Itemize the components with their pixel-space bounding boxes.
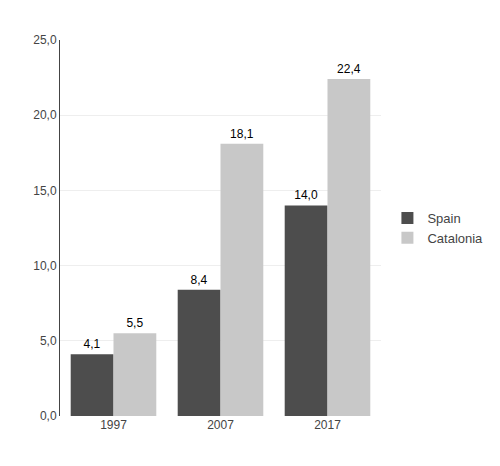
svg-text:Spain: Spain — [427, 211, 460, 226]
svg-text:14,0: 14,0 — [294, 188, 318, 202]
svg-text:2007: 2007 — [207, 418, 234, 432]
svg-text:4,1: 4,1 — [84, 337, 101, 351]
svg-text:22,4: 22,4 — [337, 62, 361, 76]
svg-text:5,0: 5,0 — [40, 334, 57, 348]
svg-text:8,4: 8,4 — [191, 273, 208, 287]
svg-text:5,5: 5,5 — [126, 316, 143, 330]
svg-text:Catalonia: Catalonia — [427, 231, 483, 246]
svg-text:1997: 1997 — [100, 418, 127, 432]
svg-text:10,0: 10,0 — [33, 259, 57, 273]
svg-text:2017: 2017 — [314, 418, 341, 432]
svg-text:15,0: 15,0 — [33, 184, 57, 198]
svg-text:18,1: 18,1 — [230, 127, 254, 141]
svg-text:25,0: 25,0 — [33, 33, 57, 47]
svg-text:0,0: 0,0 — [40, 409, 57, 423]
svg-text:20,0: 20,0 — [33, 108, 57, 122]
